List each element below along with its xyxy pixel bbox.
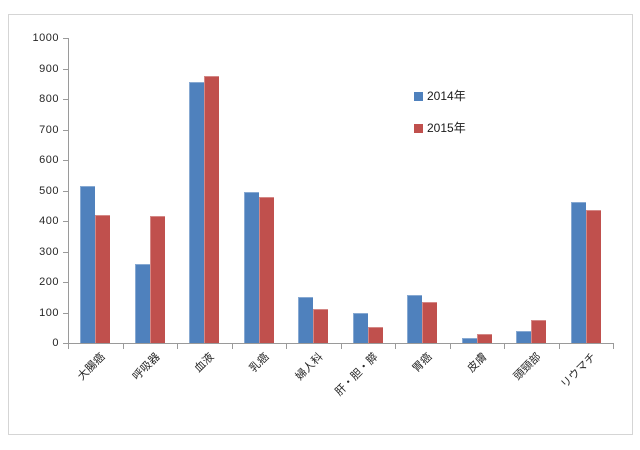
bar-2014: [298, 297, 314, 343]
bar-2015: [95, 214, 111, 343]
y-tick-mark: [63, 251, 68, 253]
x-tick-mark: [286, 343, 287, 349]
x-axis-category-label: 皮膚: [465, 351, 490, 376]
bar-2015: [258, 196, 274, 343]
bar-2014: [570, 201, 586, 343]
bar-2014: [243, 192, 259, 343]
x-tick-mark: [613, 343, 614, 349]
bar-2014: [461, 338, 477, 343]
y-tick-mark: [63, 99, 68, 100]
y-axis-tick-label: 0: [52, 337, 59, 349]
y-tick-mark: [63, 282, 68, 283]
y-axis-tick-label: 900: [39, 62, 59, 75]
legend-item-2014: 2014年: [414, 90, 466, 102]
bar-2015: [313, 308, 329, 343]
x-axis-category-label: 血液: [192, 351, 217, 376]
x-tick-mark: [177, 343, 178, 349]
y-axis-tick-label: 200: [39, 276, 59, 288]
y-axis-tick-label: 300: [39, 245, 59, 258]
x-tick-mark: [449, 343, 451, 349]
x-axis-category-label: リウマチ: [558, 351, 599, 391]
bar-2015: [531, 320, 547, 343]
x-tick-mark: [340, 343, 342, 349]
y-tick-mark: [63, 343, 68, 344]
x-axis-category-label: 頭頸部: [511, 351, 544, 383]
y-tick-mark: [63, 312, 68, 314]
y-tick-mark: [63, 221, 68, 222]
y-axis-tick-label: 400: [39, 215, 59, 227]
y-axis-tick-label: 600: [39, 154, 59, 166]
bar-2015: [367, 326, 383, 343]
x-tick-mark: [122, 343, 124, 349]
bar-2015: [476, 334, 492, 343]
chart-border: [8, 14, 633, 435]
x-tick-mark: [395, 343, 396, 349]
bar-2014: [189, 82, 205, 343]
x-axis-category-label: 婦人科: [293, 351, 326, 383]
x-tick-mark: [68, 343, 69, 349]
bar-2014: [407, 294, 423, 343]
y-axis-tick-label: 700: [39, 123, 59, 136]
y-tick-mark: [63, 129, 68, 131]
y-tick-mark: [63, 190, 68, 192]
bar-2014: [80, 185, 96, 343]
legend-label: 2014年: [427, 89, 466, 103]
bar-2015: [149, 216, 165, 343]
bar-2015: [585, 209, 601, 343]
x-tick-mark: [558, 343, 560, 349]
x-axis-category-label: 大腸癌: [75, 351, 108, 383]
bar-2015: [204, 76, 220, 343]
legend-color-swatch: [414, 123, 423, 133]
y-axis-tick-label: 1000: [32, 32, 59, 44]
y-axis-tick-label: 500: [39, 184, 59, 197]
bar-2014: [134, 263, 150, 343]
y-axis-tick-label: 800: [39, 93, 59, 105]
y-axis-line: [68, 38, 69, 343]
y-tick-mark: [63, 68, 68, 70]
legend-color-swatch: [414, 91, 423, 101]
legend-item-2015: 2015年: [414, 122, 466, 134]
x-tick-mark: [231, 343, 233, 349]
bar-2014: [352, 312, 368, 343]
x-tick-mark: [504, 343, 505, 349]
y-axis-tick-label: 100: [39, 306, 59, 319]
y-tick-mark: [63, 160, 68, 161]
bar-2014: [516, 330, 532, 343]
x-axis-category-label: 肝・胆・膵: [332, 351, 381, 399]
bar-2015: [422, 302, 438, 343]
y-tick-mark: [63, 38, 68, 39]
x-axis-category-label: 乳癌: [247, 351, 272, 376]
x-axis-category-label: 呼吸器: [130, 351, 163, 383]
legend-label: 2015年: [427, 121, 466, 135]
x-axis-category-label: 胃癌: [410, 351, 435, 376]
